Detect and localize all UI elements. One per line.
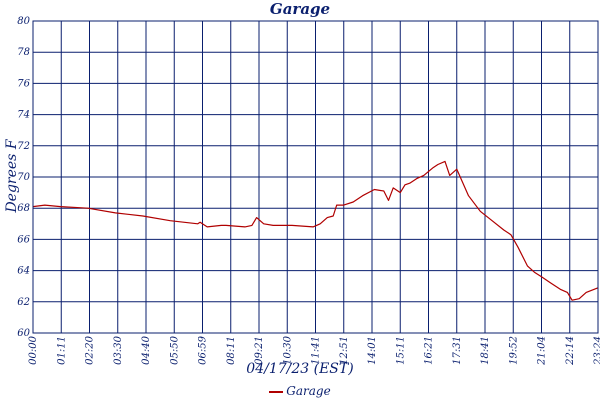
y-tick-label: 76 [17, 78, 30, 89]
y-tick-label: 74 [17, 110, 30, 121]
x-tick-label: 19:52 [508, 336, 519, 365]
series-line-garage [32, 160, 599, 301]
x-tick-label: 18:41 [480, 336, 491, 365]
x-tick-label: 04:40 [141, 335, 152, 364]
y-tick-label: 72 [17, 141, 30, 152]
y-tick-label: 60 [17, 328, 30, 339]
x-tick-label: 15:11 [395, 336, 406, 365]
y-tick-label: 66 [17, 234, 30, 245]
legend-label: Garage [286, 384, 331, 398]
x-tick-label: 22:14 [565, 336, 576, 366]
grid [32, 20, 599, 334]
x-tick-label: 08:11 [226, 336, 237, 365]
y-tick-label: 70 [17, 172, 30, 183]
x-tick-label: 09:21 [254, 336, 265, 365]
y-tick-label: 64 [17, 266, 30, 277]
x-tick-label: 01:11 [56, 336, 67, 365]
series-layer [32, 160, 599, 301]
legend-swatch [269, 390, 284, 393]
x-tick-label: 06:59 [198, 335, 209, 364]
chart-title: Garage [269, 0, 331, 18]
x-tick-label: 14:01 [367, 336, 378, 365]
x-tick-label: 05:50 [169, 335, 180, 364]
x-tick-label: 17:31 [452, 336, 463, 365]
y-tick-label: 78 [17, 47, 30, 58]
x-tick-label: 23:24 [593, 336, 600, 366]
y-tick-label: 62 [17, 297, 30, 308]
y-tick-label: 80 [17, 16, 30, 27]
y-tick-labels: 60 62 64 66 68 70 72 74 76 78 80 [17, 16, 30, 339]
y-axis-label: Degrees F [4, 139, 20, 213]
plot-frame [32, 20, 599, 334]
x-tick-labels: 00:00 01:11 02:20 03:30 04:40 05:50 06:59 08:11… [28, 335, 600, 365]
x-tick-label: 12:51 [339, 336, 350, 365]
x-tick-label: 11:41 [311, 336, 322, 365]
x-tick-label: 10:30 [282, 335, 293, 364]
x-tick-label: 03:30 [113, 335, 124, 364]
x-axis-label: 04/17/23 (EST) [246, 361, 354, 377]
x-tick-label: 00:00 [28, 335, 39, 364]
x-tick-label: 02:20 [85, 335, 96, 364]
legend: Garage [0, 384, 600, 398]
x-tick-label: 21:04 [537, 336, 548, 366]
y-tick-label: 68 [17, 203, 30, 214]
x-tick-label: 16:21 [424, 336, 435, 365]
